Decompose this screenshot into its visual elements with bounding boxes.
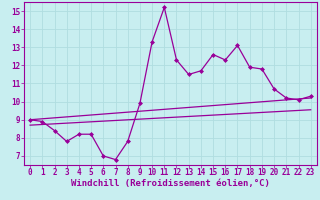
X-axis label: Windchill (Refroidissement éolien,°C): Windchill (Refroidissement éolien,°C) [71,179,270,188]
